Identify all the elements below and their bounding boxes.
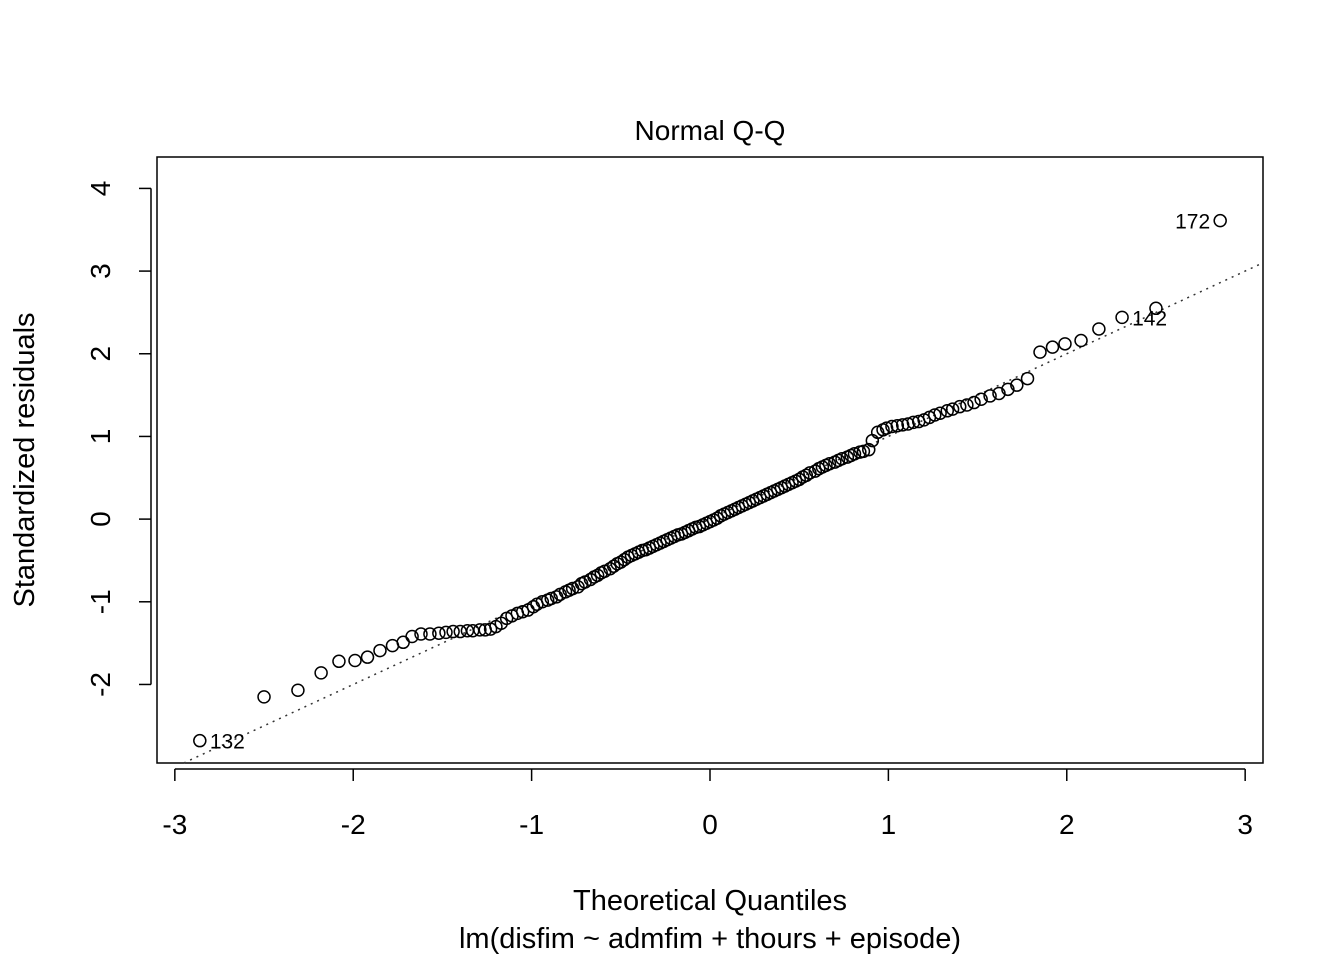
- x-axis: -3 -2 -1 0 1 2 3: [162, 768, 1253, 840]
- data-point: [396, 635, 410, 650]
- data-point: [1033, 345, 1047, 359]
- point-labels-layer: 172 142 132: [210, 211, 1210, 754]
- data-point: [992, 386, 1006, 401]
- data-point: [571, 580, 585, 594]
- data-point: [193, 733, 207, 748]
- data-point: [952, 399, 967, 414]
- data-point: [291, 683, 305, 697]
- data-point: [473, 623, 487, 637]
- y-tick-label: -1: [85, 589, 116, 614]
- data-point: [606, 559, 621, 573]
- y-axis-label: Standardized residuals: [9, 312, 41, 607]
- data-point: [257, 690, 271, 704]
- data-point: [856, 444, 871, 459]
- data-point: [423, 627, 437, 641]
- data-point: [940, 404, 955, 418]
- point-id-label: 142: [1132, 307, 1167, 330]
- data-point: [1074, 333, 1088, 348]
- data-point: [544, 591, 558, 606]
- data-point: [446, 624, 460, 639]
- data-point: [432, 626, 446, 640]
- data-point: [885, 419, 899, 434]
- data-point: [862, 442, 876, 457]
- data-point: [1020, 371, 1035, 386]
- data-point: [1001, 382, 1015, 397]
- chart-title: Normal Q-Q: [635, 115, 786, 146]
- y-tick-label: 2: [85, 346, 116, 362]
- x-tick-label: -2: [341, 809, 366, 840]
- data-point: [933, 406, 947, 421]
- x-tick-label: 0: [702, 809, 718, 840]
- x-tick-label: -1: [519, 809, 544, 840]
- y-axis: -2 -1 0 1 2 3 4: [85, 181, 152, 697]
- y-tick-label: 0: [85, 511, 116, 527]
- data-point: [799, 468, 814, 483]
- data-point: [1010, 378, 1024, 392]
- data-point: [1115, 310, 1129, 325]
- x-tick-label: 1: [881, 809, 897, 840]
- data-point: [373, 643, 387, 658]
- data-point: [960, 398, 974, 412]
- data-point: [710, 511, 724, 526]
- x-axis-label: Theoretical Quantiles: [573, 885, 847, 917]
- data-point: [847, 447, 862, 461]
- point-id-label: 132: [210, 731, 245, 754]
- data-point: [414, 627, 428, 641]
- data-point: [405, 629, 419, 644]
- data-point: [603, 561, 617, 576]
- y-tick-label: 1: [85, 429, 116, 445]
- data-point: [583, 572, 598, 587]
- x-tick-label: -3: [162, 809, 187, 840]
- y-tick-label: 3: [85, 263, 116, 279]
- data-point: [822, 456, 837, 471]
- point-id-label: 172: [1175, 211, 1210, 234]
- points-layer: [193, 213, 1227, 748]
- data-point: [535, 595, 550, 609]
- data-point: [590, 568, 605, 583]
- data-point: [360, 650, 375, 664]
- data-point: [983, 389, 997, 403]
- data-point: [890, 418, 905, 433]
- data-point: [945, 402, 960, 416]
- data-point: [803, 466, 817, 480]
- data-point: [974, 392, 988, 406]
- data-point: [515, 604, 530, 619]
- data-point: [928, 408, 942, 422]
- data-point: [617, 552, 632, 567]
- data-point: [835, 452, 849, 466]
- data-point: [808, 464, 822, 478]
- reference-line: [183, 262, 1264, 764]
- x-tick-label: 3: [1237, 809, 1253, 840]
- data-point: [614, 555, 628, 569]
- data-point: [348, 653, 362, 668]
- data-point: [332, 654, 346, 669]
- data-point: [1149, 301, 1163, 316]
- data-point: [1058, 337, 1072, 351]
- y-tick-label: -2: [85, 672, 116, 697]
- x-tick-label: 2: [1059, 809, 1075, 840]
- data-point: [967, 395, 981, 410]
- y-tick-label: 4: [85, 181, 116, 197]
- data-point: [1045, 340, 1060, 354]
- plot-frame: [156, 156, 1264, 764]
- data-point: [1092, 322, 1106, 336]
- data-point: [1213, 213, 1227, 228]
- data-point: [792, 472, 806, 487]
- data-point: [439, 625, 453, 640]
- model-formula-subtitle: lm(disfim ~ admfim + thours + episode): [459, 923, 961, 955]
- data-point: [314, 666, 328, 680]
